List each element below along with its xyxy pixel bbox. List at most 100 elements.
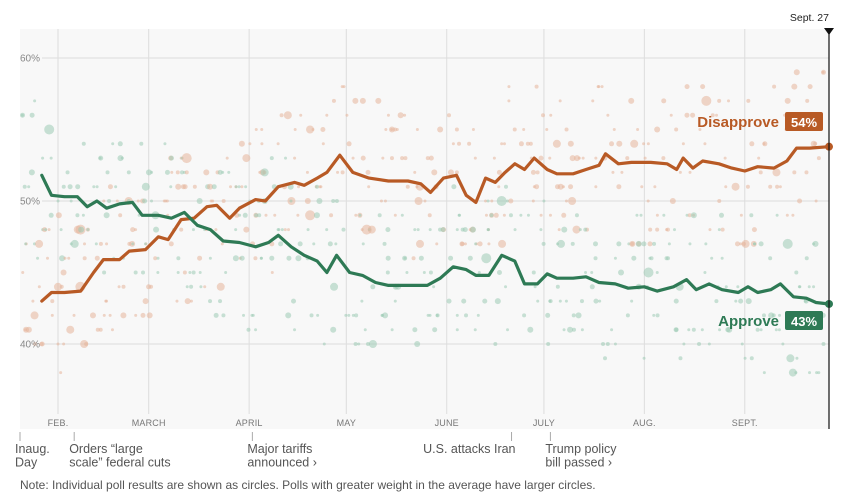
poll-dot [804, 256, 809, 261]
poll-dot [534, 184, 540, 190]
poll-dot [278, 241, 284, 247]
poll-dot [25, 326, 32, 333]
poll-dot [710, 113, 715, 118]
poll-dot [612, 128, 616, 131]
poll-dot [813, 141, 818, 146]
poll-dot [476, 313, 480, 317]
poll-dot [211, 199, 215, 203]
poll-dot [150, 199, 154, 203]
poll-dot [181, 153, 192, 164]
poll-dot [777, 328, 781, 332]
poll-dot [567, 326, 574, 333]
poll-dot [218, 299, 223, 304]
poll-dot [726, 99, 730, 103]
poll-dot [654, 126, 661, 133]
poll-dot [248, 142, 252, 146]
poll-dot [227, 170, 231, 174]
poll-dot [669, 113, 673, 117]
poll-dot [21, 271, 25, 274]
poll-dot [437, 126, 444, 133]
poll-dot [184, 298, 191, 305]
poll-dot [447, 113, 452, 118]
x-axis: FEB. MARCH APRIL MAY JUNE JULY AUG. SEPT. [48, 418, 758, 428]
poll-dot [216, 282, 225, 291]
poll-dot [647, 241, 653, 247]
poll-dot [740, 342, 744, 346]
poll-dot [89, 312, 96, 319]
poll-dot [156, 256, 160, 260]
poll-dot [646, 199, 650, 203]
poll-dot [791, 213, 795, 217]
poll-dot [570, 241, 575, 246]
poll-dot [428, 270, 433, 275]
poll-dot [493, 342, 498, 346]
poll-dot [280, 228, 284, 232]
poll-dot [213, 312, 219, 318]
poll-dot [306, 228, 310, 232]
poll-dot [561, 185, 565, 189]
poll-dot [500, 142, 504, 146]
poll-dot [707, 342, 711, 346]
poll-dot [175, 183, 182, 190]
poll-dot [652, 313, 656, 317]
poll-dot [163, 142, 167, 146]
poll-dot [577, 156, 581, 160]
poll-dot [224, 271, 228, 274]
poll-dot [661, 98, 667, 104]
poll-dot [435, 313, 439, 317]
poll-dot [136, 199, 140, 203]
poll-dot [393, 299, 397, 303]
poll-dot [375, 97, 382, 104]
poll-dot [357, 342, 361, 346]
poll-dot [286, 255, 292, 261]
poll-dot [725, 327, 731, 333]
poll-dot [636, 128, 640, 131]
poll-dot [44, 228, 48, 232]
poll-dot [791, 83, 798, 90]
poll-dot [207, 183, 214, 190]
poll-dot [117, 155, 124, 162]
poll-dot [341, 227, 346, 232]
poll-dot [481, 253, 492, 264]
poll-dot [156, 271, 160, 274]
poll-dot [720, 256, 724, 260]
poll-dot [257, 213, 262, 218]
poll-dot [593, 298, 599, 304]
poll-dot [610, 328, 614, 332]
poll-dot [405, 184, 410, 189]
poll-dot [508, 198, 514, 204]
poll-dot [217, 169, 223, 175]
poll-dot [556, 239, 565, 248]
poll-dot [775, 213, 779, 217]
poll-dot [717, 98, 722, 103]
poll-dot [454, 170, 459, 175]
poll-dot [616, 184, 622, 190]
poll-dot [448, 255, 454, 261]
annotation-text: Major tariffs [247, 442, 312, 456]
poll-dot [103, 212, 110, 219]
poll-dot [48, 212, 54, 218]
poll-dot [508, 213, 513, 218]
poll-dot [29, 112, 35, 118]
poll-dot [403, 113, 407, 117]
poll-dot [502, 213, 506, 217]
poll-dot [353, 342, 358, 346]
poll-dot [120, 312, 127, 319]
poll-dot [293, 328, 297, 332]
poll-dot [435, 242, 439, 246]
poll-dot [102, 270, 107, 275]
poll-dot [363, 328, 367, 332]
poll-dot [318, 185, 322, 189]
poll-dot [59, 255, 66, 262]
poll-dot [568, 184, 574, 190]
poll-dot [535, 170, 540, 175]
poll-dot [141, 182, 150, 191]
poll-dot [65, 170, 70, 175]
poll-dot [455, 228, 459, 232]
poll-dot [105, 242, 109, 246]
poll-dot [504, 285, 508, 289]
poll-dot [114, 185, 118, 189]
poll-dot [191, 270, 196, 275]
